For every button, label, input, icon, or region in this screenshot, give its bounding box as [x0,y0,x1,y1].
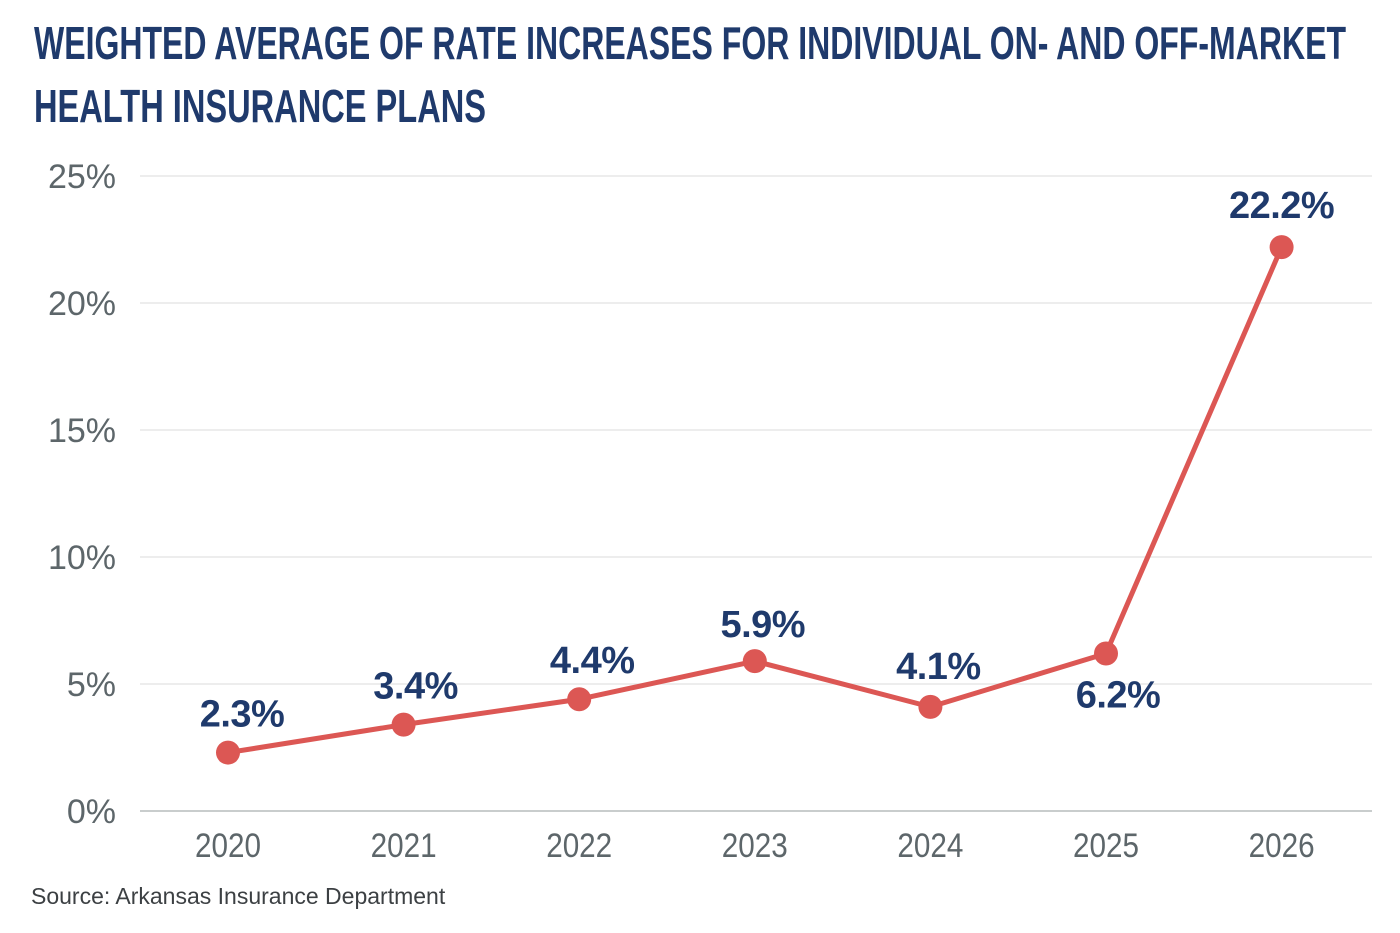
data-label-2020: 2.3% [200,694,285,736]
data-point-2021[interactable] [391,712,416,737]
data-label-2023: 5.9% [720,604,805,646]
data-point-2023[interactable] [742,649,767,674]
y-axis-tick-label-25%: 25% [48,158,116,196]
data-label-2025: 6.2% [1076,675,1161,717]
data-label-2026: 22.2% [1229,185,1334,227]
chart-title-line-1: WEIGHTED AVERAGE OF RATE INCREASES FOR I… [34,17,1346,69]
y-axis-tick-label-0%: 0% [67,793,116,831]
y-axis-tick-label-5%: 5% [67,666,116,704]
data-label-2022: 4.4% [550,640,635,682]
source-note: Source: Arkansas Insurance Department [31,883,446,909]
plot-area: 0% 5% 10% 15% 20% 25% 2.3% 3.4% 4.4% 5.9% 4.1% 6.2%… [48,158,1372,865]
x-axis-label-2021: 2021 [371,827,437,865]
data-point-2022[interactable] [567,687,592,712]
data-point-2026[interactable] [1269,235,1294,260]
y-axis-tick-label-10%: 10% [48,539,116,577]
x-axis-label-2022: 2022 [546,827,612,865]
x-axis-label-2024: 2024 [897,827,963,865]
y-axis-tick-label-15%: 15% [48,412,116,450]
x-axis-label-2023: 2023 [722,827,788,865]
data-point-2024[interactable] [918,694,943,719]
data-point-2025[interactable] [1094,641,1118,666]
x-axis-label-2026: 2026 [1249,827,1315,865]
data-label-2021: 3.4% [373,666,458,708]
chart-title-line-2: HEALTH INSURANCE PLANS [34,80,486,132]
data-point-2020[interactable] [216,740,240,765]
x-axis-label-2020: 2020 [195,827,261,865]
data-label-2024: 4.1% [896,646,981,688]
x-axis-label-2025: 2025 [1073,827,1139,865]
y-axis-tick-label-20%: 20% [48,285,116,323]
